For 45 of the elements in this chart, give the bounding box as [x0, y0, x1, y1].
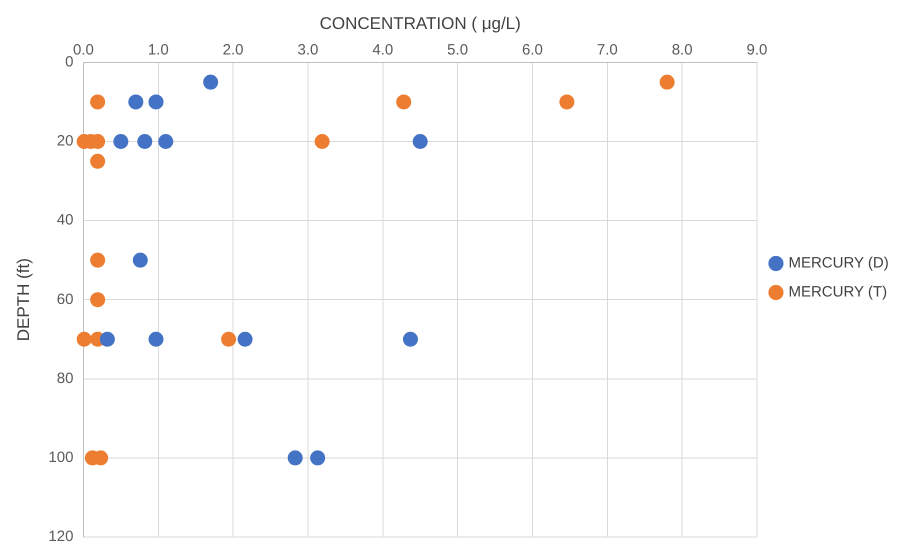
y-tick-label: 60 [56, 290, 74, 308]
x-tick-label: 3.0 [298, 42, 318, 59]
point [396, 94, 412, 110]
y-tick-label: 40 [56, 212, 74, 229]
point [148, 332, 164, 347]
point [221, 332, 236, 347]
point [238, 332, 253, 347]
x-tick-label: 5.0 [447, 42, 468, 59]
point [132, 252, 148, 268]
y-tick-label: 0 [65, 54, 74, 71]
point [314, 134, 330, 149]
x-tick-label: 2.0 [222, 42, 244, 59]
x-tick-label: 8.0 [672, 42, 693, 59]
point [310, 450, 326, 466]
legend-label: MERCURY (D) [788, 254, 889, 272]
point [128, 94, 144, 110]
y-tick-label: 100 [48, 449, 74, 466]
x-tick-label: 4.0 [372, 42, 394, 59]
x-tick-label: 6.0 [522, 42, 543, 59]
x-tick-label: 0.0 [72, 42, 94, 59]
point [90, 252, 106, 268]
legend-label: MERCURY (T) [788, 284, 888, 301]
point [90, 154, 106, 169]
point [76, 332, 92, 347]
point [90, 94, 106, 110]
point [148, 94, 164, 110]
point [137, 134, 152, 149]
x-axis-title: CONCENTRATION ( μg/L) [320, 14, 521, 33]
point [402, 332, 418, 347]
point [100, 332, 115, 347]
point [412, 134, 428, 149]
x-tick-label: 1.0 [148, 42, 169, 59]
x-tick-label: 7.0 [596, 42, 618, 59]
point [559, 94, 574, 110]
point [158, 134, 174, 149]
point [113, 134, 128, 149]
point [288, 450, 303, 466]
point [90, 292, 106, 308]
point [660, 74, 675, 90]
point [203, 74, 218, 90]
x-tick-label: 9.0 [746, 42, 768, 59]
y-tick-label: 20 [56, 132, 74, 150]
y-tick-label: 120 [48, 528, 74, 546]
y-tick-label: 80 [56, 370, 74, 387]
y-axis-title: DEPTH (ft) [14, 258, 33, 342]
